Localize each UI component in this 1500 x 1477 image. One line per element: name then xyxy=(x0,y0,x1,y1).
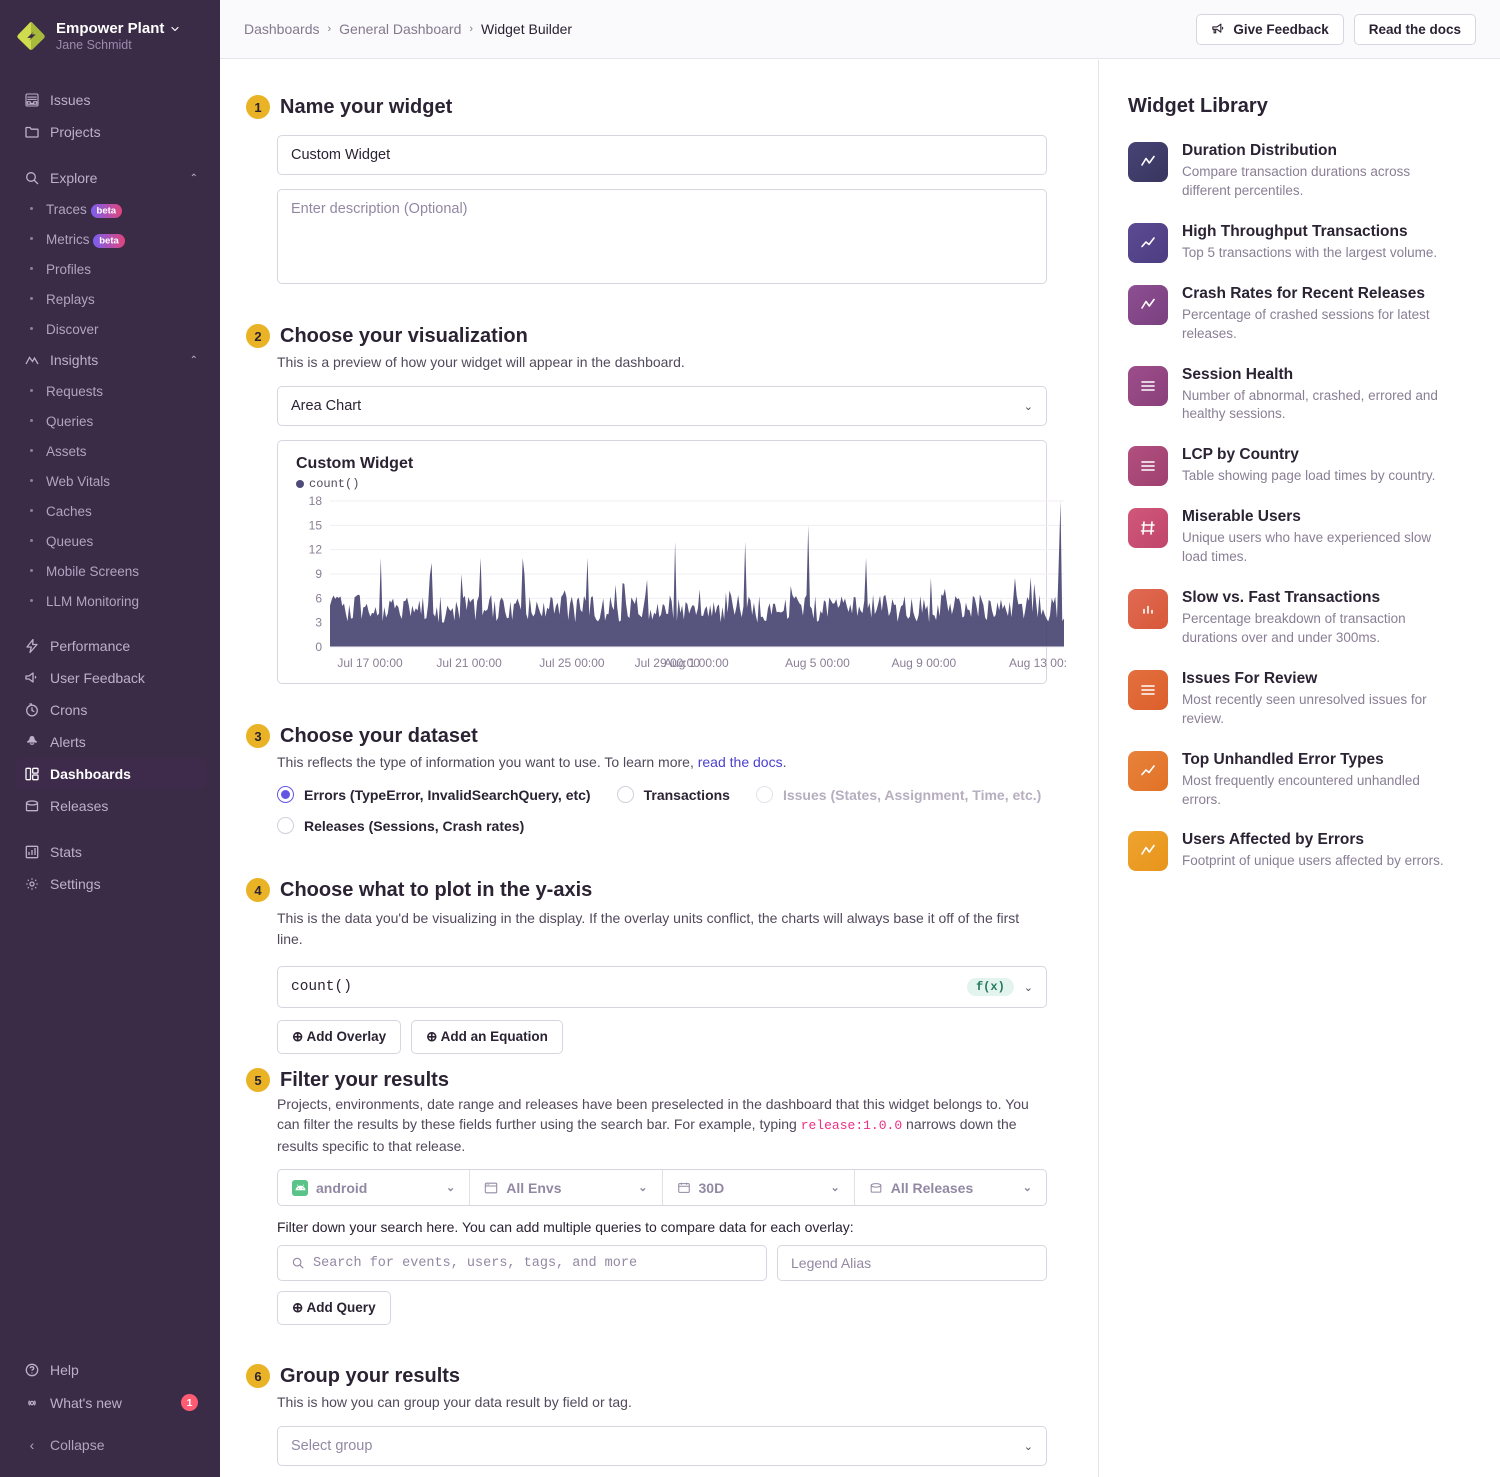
svg-text:6: 6 xyxy=(315,591,322,605)
svg-text:18: 18 xyxy=(309,495,323,508)
svg-text:9: 9 xyxy=(315,567,322,581)
svg-text:Jul 21 00:00: Jul 21 00:00 xyxy=(436,656,502,670)
svg-text:3: 3 xyxy=(315,616,322,630)
svg-text:Jul 25 00:00: Jul 25 00:00 xyxy=(539,656,605,670)
svg-text:Jul 17 00:00: Jul 17 00:00 xyxy=(337,656,403,670)
svg-text:Aug 1 00:00: Aug 1 00:00 xyxy=(664,656,729,670)
svg-text:Aug 9 00:00: Aug 9 00:00 xyxy=(892,656,957,670)
svg-text:Aug 5 00:00: Aug 5 00:00 xyxy=(785,656,850,670)
svg-text:12: 12 xyxy=(309,543,323,557)
svg-text:0: 0 xyxy=(315,640,322,654)
svg-text:15: 15 xyxy=(309,518,323,532)
svg-text:Aug 13 00:00: Aug 13 00:00 xyxy=(1009,656,1066,670)
